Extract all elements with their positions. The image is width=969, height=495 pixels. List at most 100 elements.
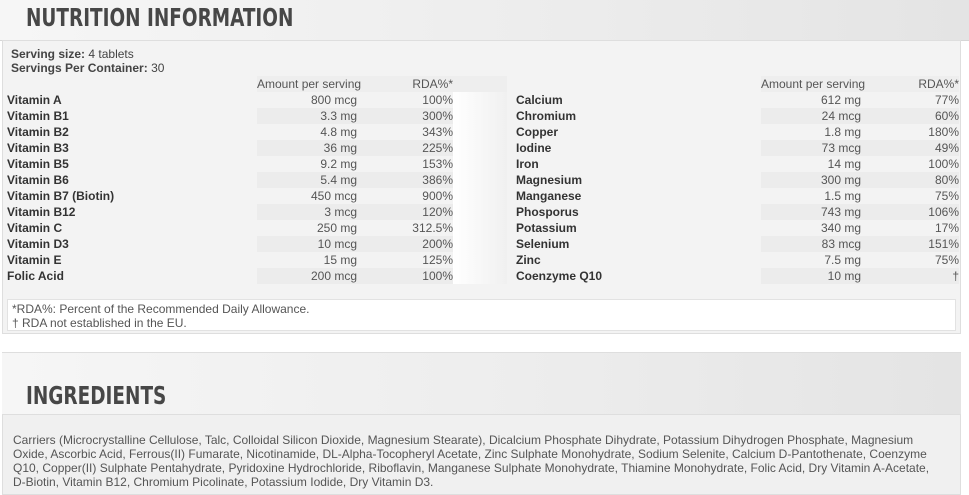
- col-amount-header: Amount per serving: [257, 76, 362, 92]
- nutrient-name: Vitamin B7 (Biotin): [7, 189, 115, 203]
- table-row: Selenium 83 mcg 151%: [516, 236, 959, 252]
- nutrient-rda: 106%: [861, 204, 959, 220]
- table-row: Vitamin B7 (Biotin) 450 mcg 900%: [7, 188, 507, 204]
- table-row: Vitamin B6 5.4 mg 386%: [7, 172, 507, 188]
- servings-label: Servings Per Container:: [11, 61, 148, 75]
- table-row: Vitamin D3 10 mcg 200%: [7, 236, 507, 252]
- servings-value: 30: [151, 61, 165, 75]
- nutrient-name: Iron: [516, 157, 539, 171]
- nutrient-rda: 200%: [357, 236, 453, 252]
- table-row: Manganese 1.5 mg 75%: [516, 188, 959, 204]
- table-row: Chromium 24 mcg 60%: [516, 108, 959, 124]
- nutrient-rda: 343%: [422, 125, 453, 139]
- nutrient-amount: 14 mg: [827, 157, 861, 171]
- nutrient-name: Vitamin B12: [7, 205, 76, 219]
- table-row: Vitamin B12 3 mcg 120%: [7, 204, 507, 220]
- nutrient-rda: 100%: [357, 268, 453, 284]
- nutrient-rda: 180%: [928, 125, 959, 139]
- nutrient-amount: 3.3 mg: [257, 108, 357, 124]
- nutrient-name: Copper: [516, 125, 558, 139]
- ingredients-text: Carriers (Microcrystalline Cellulose, Ta…: [13, 433, 930, 489]
- nutrient-name: Selenium: [516, 237, 570, 251]
- nutrient-rda: 153%: [422, 157, 453, 171]
- nutrient-amount: 800 mcg: [310, 93, 357, 107]
- col-amount-header: Amount per serving: [761, 76, 866, 92]
- table-row: Vitamin B3 36 mg 225%: [7, 140, 507, 156]
- nutrient-rda: 125%: [422, 253, 453, 267]
- table-row: Vitamin B1 3.3 mg 300%: [7, 108, 507, 124]
- table-row: Vitamin A 800 mcg 100%: [7, 92, 507, 108]
- nutrient-amount: 24 mcg: [761, 108, 861, 124]
- nutrient-amount: 7.5 mg: [824, 253, 861, 267]
- serving-size: Serving size: 4 tablets: [11, 47, 134, 61]
- nutrient-amount: 83 mcg: [761, 236, 861, 252]
- servings-per-container: Servings Per Container: 30: [11, 61, 164, 75]
- col-rda-header: RDA%*: [861, 76, 959, 92]
- nutrient-amount: 3 mcg: [257, 204, 357, 220]
- table-row: Iodine 73 mcg 49%: [516, 140, 959, 156]
- nutrient-name: Coenzyme Q10: [516, 269, 603, 283]
- nutrient-amount: 340 mg: [820, 221, 861, 235]
- ingredients-title: INGREDIENTS: [26, 381, 167, 410]
- nutrient-name: Vitamin E: [7, 253, 62, 267]
- nutrient-amount: 4.8 mg: [320, 125, 357, 139]
- nutrient-name: Vitamin A: [7, 93, 62, 107]
- footnote-box: *RDA%: Percent of the Recommended Daily …: [7, 299, 956, 331]
- nutrient-name: Phosporus: [516, 205, 579, 219]
- nutrient-rda: 100%: [928, 157, 959, 171]
- serving-size-label: Serving size:: [11, 47, 86, 61]
- nutrient-amount: 1.8 mg: [824, 125, 861, 139]
- nutrient-amount: 10 mg: [761, 268, 861, 284]
- nutrient-rda: 312.5%: [412, 221, 453, 235]
- nutrient-amount: 200 mcg: [257, 268, 357, 284]
- nutrient-amount: 1.5 mg: [824, 189, 861, 203]
- table-row: Coenzyme Q10 10 mg †: [516, 268, 959, 284]
- nutrient-amount: 5.4 mg: [257, 172, 357, 188]
- nutrient-name: Iodine: [516, 141, 552, 155]
- nutrient-name: Manganese: [516, 189, 582, 203]
- nutrient-amount: 10 mcg: [257, 236, 357, 252]
- vitamins-table: Amount per serving RDA%* Vitamin A 800 mc…: [7, 76, 507, 284]
- table-row: Phosporus 743 mg 106%: [516, 204, 959, 220]
- nutrition-panel: Serving size: 4 tablets Servings Per Con…: [2, 40, 961, 334]
- nutrient-rda: 77%: [934, 93, 959, 107]
- nutrient-rda: †: [861, 268, 959, 284]
- nutrient-name: Zinc: [516, 253, 541, 267]
- nutrient-name: Vitamin D3: [7, 237, 69, 251]
- table-row: Calcium 612 mg 77%: [516, 92, 959, 108]
- nutrient-name: Vitamin B2: [7, 125, 69, 139]
- table-row: Magnesium 300 mg 80%: [516, 172, 959, 188]
- nutrient-rda: 100%: [422, 93, 453, 107]
- nutrient-name: Vitamin B3: [7, 141, 69, 155]
- nutrient-rda: 300%: [357, 108, 453, 124]
- nutrient-amount: 36 mg: [257, 140, 357, 156]
- nutrient-rda: 900%: [422, 189, 453, 203]
- nutrient-name: Magnesium: [516, 173, 583, 187]
- nutrition-title: NUTRITION INFORMATION: [26, 3, 294, 32]
- nutrient-amount: 9.2 mg: [320, 157, 357, 171]
- nutrient-rda: 49%: [861, 140, 959, 156]
- nutrient-name: Folic Acid: [7, 269, 64, 283]
- footnote-dagger: † RDA not established in the EU.: [12, 316, 187, 330]
- footnote-rda: *RDA%: Percent of the Recommended Daily …: [12, 302, 310, 316]
- table-row: Vitamin C 250 mg 312.5%: [7, 220, 507, 236]
- nutrient-name: Vitamin B6: [7, 173, 69, 187]
- nutrient-rda: 75%: [934, 253, 959, 267]
- nutrient-rda: 17%: [934, 221, 959, 235]
- nutrient-amount: 15 mg: [323, 253, 357, 267]
- table-row: Zinc 7.5 mg 75%: [516, 252, 959, 268]
- ingredients-header: INGREDIENTS: [2, 352, 961, 416]
- nutrient-amount: 300 mg: [761, 172, 861, 188]
- nutrient-rda: 80%: [861, 172, 959, 188]
- nutrient-rda: 151%: [861, 236, 959, 252]
- table-row: Vitamin B5 9.2 mg 153%: [7, 156, 507, 172]
- nutrient-amount: 612 mg: [820, 93, 861, 107]
- table-row: Vitamin B2 4.8 mg 343%: [7, 124, 507, 140]
- nutrient-name: Vitamin B5: [7, 157, 69, 171]
- nutrient-name: Chromium: [516, 109, 576, 123]
- col-rda-header: RDA%*: [357, 76, 453, 92]
- nutrient-name: Potassium: [516, 221, 577, 235]
- nutrient-amount: 743 mg: [761, 204, 861, 220]
- nutrient-rda: 386%: [357, 172, 453, 188]
- table-header-row: Amount per serving RDA%*: [7, 76, 507, 92]
